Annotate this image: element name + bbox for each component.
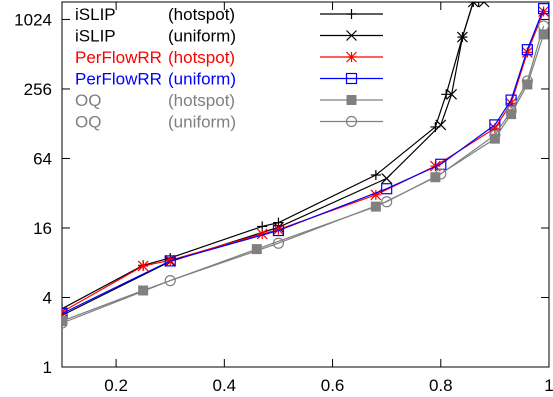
x-tick-label: 0.2 <box>104 376 128 395</box>
legend-series-name: iSLIP <box>75 27 116 46</box>
series-line <box>62 8 545 315</box>
filled-square-marker <box>370 201 381 212</box>
series-2 <box>62 6 549 318</box>
star-marker <box>538 6 549 17</box>
circle-marker <box>435 168 447 180</box>
filled-square-marker <box>506 109 517 120</box>
circle-marker <box>345 115 358 128</box>
cross-marker <box>478 2 490 8</box>
plus-marker <box>346 9 357 19</box>
circle-marker <box>489 129 501 141</box>
square-marker <box>272 224 285 237</box>
legend-series-name: iSLIP <box>75 5 116 24</box>
star-marker <box>273 224 284 235</box>
legend-series-name: PerFlowRR <box>75 48 162 67</box>
star-marker <box>137 260 149 272</box>
filled-square-marker <box>346 95 357 105</box>
legend-traffic-label: (hotspot) <box>168 5 235 24</box>
y-tick-label: 256 <box>24 80 52 99</box>
square-marker <box>345 72 358 85</box>
star-marker <box>256 228 268 240</box>
filled-square-marker <box>138 285 149 296</box>
legend-traffic-label: (uniform) <box>168 70 236 89</box>
legend-traffic-label: (uniform) <box>168 27 236 46</box>
cross-marker <box>467 2 479 8</box>
x-tick-label: 1 <box>544 376 553 395</box>
series-line <box>62 25 545 324</box>
x-tick-label: 0.4 <box>213 376 237 395</box>
cross-marker <box>446 88 458 100</box>
circle-marker <box>62 317 68 329</box>
y-tick-label: 64 <box>33 149 52 168</box>
legend-series-name: OQ <box>75 113 101 132</box>
circle-marker <box>537 20 549 32</box>
circle-marker <box>505 105 517 117</box>
circle-marker <box>164 275 176 287</box>
filled-square-marker <box>522 79 533 90</box>
cross-marker <box>435 119 447 131</box>
plot-frame <box>61 1 550 368</box>
x-tick-label: 0.8 <box>429 376 453 395</box>
legend-entry: OQ (uniform) <box>75 113 383 132</box>
star-marker <box>521 47 533 58</box>
filled-square-marker <box>62 316 67 327</box>
cross-marker <box>456 31 468 43</box>
square-marker <box>381 183 393 195</box>
plus-marker <box>468 2 479 7</box>
y-tick-label: 1024 <box>14 10 52 29</box>
y-tick-label: 1 <box>43 358 52 377</box>
legend-traffic-label: (hotspot) <box>168 91 235 110</box>
axes: 0.2 0.4 0.6 0.8 1 1 4 16 64 256 1024 <box>14 1 553 395</box>
legend-entry: iSLIP (uniform) <box>75 27 383 46</box>
legend-entry: OQ (hotspot) <box>75 91 383 110</box>
plot-series <box>62 2 549 329</box>
plus-marker <box>473 2 484 7</box>
legend-traffic-label: (uniform) <box>168 113 236 132</box>
square-marker <box>62 308 68 320</box>
filled-square-marker <box>489 133 500 144</box>
legend: iSLIP (hotspot) iSLIP (uniform) PerFlowRR (ho… <box>75 5 383 132</box>
series-3 <box>62 3 549 320</box>
square-marker <box>505 94 517 106</box>
legend-entry: PerFlowRR (hotspot) <box>75 48 383 67</box>
star-marker <box>505 97 517 109</box>
y-tick-label: 4 <box>43 288 52 307</box>
legend-series-name: PerFlowRR <box>75 70 162 89</box>
star-marker <box>489 122 501 134</box>
star-marker <box>370 189 382 201</box>
circle-marker <box>521 75 533 87</box>
plus-marker <box>370 170 381 181</box>
series-5 <box>62 20 549 329</box>
star-marker <box>346 51 357 63</box>
cross-marker <box>346 30 357 41</box>
square-marker <box>537 3 549 15</box>
cross-marker <box>381 172 393 184</box>
square-marker <box>521 44 533 56</box>
circle-marker <box>272 237 285 249</box>
circle-marker <box>381 196 393 208</box>
legend-entry: iSLIP (hotspot) <box>75 5 383 24</box>
y-tick-label: 16 <box>33 219 52 238</box>
plus-marker <box>441 89 452 100</box>
filled-square-marker <box>251 244 262 255</box>
legend-series-name: OQ <box>75 91 101 110</box>
legend-traffic-label: (hotspot) <box>168 48 235 67</box>
filled-square-marker <box>538 29 549 40</box>
legend-entry: PerFlowRR (uniform) <box>75 70 383 89</box>
square-marker <box>164 255 176 267</box>
x-tick-label: 0.6 <box>321 376 345 395</box>
